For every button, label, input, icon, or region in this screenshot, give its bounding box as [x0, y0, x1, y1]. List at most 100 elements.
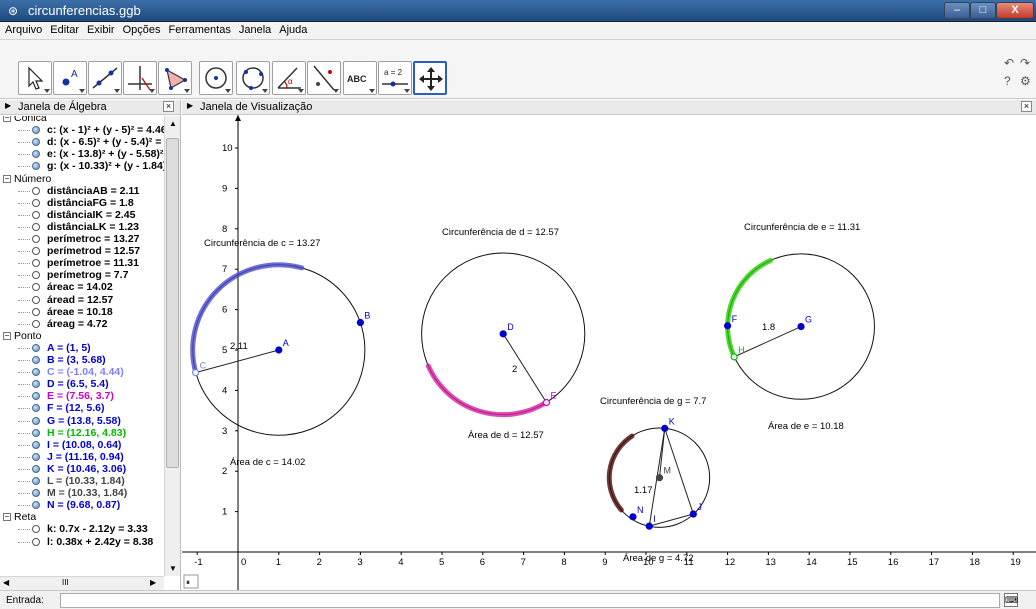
visibility-on-icon[interactable] — [32, 404, 40, 413]
line-tool[interactable] — [88, 61, 122, 95]
algebra-item[interactable]: N = (9.68, 0.87) — [0, 499, 164, 511]
algebra-item[interactable]: J = (11.16, 0.94) — [0, 451, 164, 463]
menu-arquivo[interactable]: Arquivo — [5, 24, 43, 36]
visibility-on-icon[interactable] — [32, 477, 40, 485]
algebra-item[interactable]: D = (6.5, 5.4) — [0, 378, 164, 390]
visibility-on-icon[interactable] — [32, 440, 40, 449]
visibility-on-icon[interactable] — [32, 380, 40, 389]
algebra-item[interactable]: A = (1, 5) — [0, 342, 164, 354]
visibility-on-icon[interactable] — [32, 464, 40, 473]
graphics-panel-toggle-icon[interactable]: ▶ — [187, 101, 194, 110]
visibility-off-icon[interactable] — [32, 235, 40, 243]
algebra-item[interactable]: G = (13.8, 5.58) — [0, 415, 164, 427]
algebra-item[interactable]: perímetrog = 7.7 — [0, 269, 164, 281]
algebra-item[interactable]: C = (-1.04, 4.44) — [0, 366, 164, 378]
close-button[interactable]: X — [996, 2, 1034, 19]
visibility-on-icon[interactable] — [32, 368, 40, 377]
algebra-item[interactable]: F = (12, 5.6) — [0, 402, 164, 414]
undo-icon[interactable]: ↶ — [1004, 56, 1015, 70]
visibility-on-icon[interactable] — [32, 501, 40, 510]
visibility-on-icon[interactable] — [32, 126, 40, 135]
move-tool[interactable] — [18, 61, 52, 95]
visibility-on-icon[interactable] — [32, 356, 40, 364]
visibility-off-icon[interactable] — [32, 283, 40, 292]
visibility-off-icon[interactable] — [32, 247, 40, 256]
algebra-item[interactable]: perímetroc = 13.27 — [0, 233, 164, 245]
menu-ajuda[interactable]: Ajuda — [279, 24, 308, 36]
visibility-on-icon[interactable] — [32, 138, 40, 147]
graphics-canvas[interactable]: -1 1 2 3 4 5 6 7 8 9 10 11 12 13 14 15 16 17 18 19012345678… — [182, 115, 1036, 590]
minimize-button[interactable]: – — [944, 2, 970, 19]
collapse-icon[interactable]: − — [3, 512, 11, 522]
algebra-item[interactable]: k: 0.7x - 2.12y = 3.33 — [0, 523, 164, 535]
collapse-icon[interactable]: − — [3, 173, 11, 183]
slider-tool[interactable]: a = 2 — [378, 61, 412, 95]
move-graphics-tool[interactable] — [413, 61, 447, 95]
redo-icon[interactable]: ↷ — [1020, 56, 1031, 70]
visibility-off-icon[interactable] — [32, 295, 40, 304]
circle-center-point-tool[interactable] — [199, 61, 233, 95]
visibility-on-icon[interactable] — [32, 150, 40, 159]
keyboard-icon[interactable]: ⌨ — [1004, 593, 1018, 607]
scroll-left-icon[interactable]: ◀ — [3, 578, 10, 587]
scroll-down-icon[interactable]: ▼ — [169, 564, 177, 573]
menu-ferramentas[interactable]: Ferramentas — [168, 24, 231, 36]
point-tool[interactable]: A — [53, 61, 87, 95]
visibility-on-icon[interactable] — [32, 162, 40, 171]
graphics-close-icon[interactable]: × — [1021, 101, 1032, 112]
algebra-item[interactable]: e: (x - 13.8)² + (y - 5.58)² — [0, 148, 164, 160]
visibility-off-icon[interactable] — [32, 259, 40, 268]
visibility-off-icon[interactable] — [32, 307, 40, 316]
algebra-item[interactable]: H = (12.16, 4.83) — [0, 427, 164, 439]
visibility-off-icon[interactable] — [32, 537, 40, 546]
algebra-item[interactable]: d: (x - 6.5)² + (y - 5.4)² = 4 — [0, 136, 164, 148]
algebra-item[interactable]: áread = 12.57 — [0, 294, 164, 306]
circle-three-points-tool[interactable] — [236, 61, 270, 95]
gear-icon[interactable]: ⚙ — [1020, 74, 1031, 88]
algebra-vertical-scrollbar[interactable]: ▲ ▼ — [164, 116, 180, 576]
visibility-off-icon[interactable] — [32, 186, 40, 195]
input-field[interactable] — [60, 593, 1000, 608]
algebra-item[interactable]: L = (10.33, 1.84) — [0, 475, 164, 487]
angle-tool[interactable]: α — [272, 61, 306, 95]
visibility-off-icon[interactable] — [32, 198, 40, 207]
algebra-item[interactable]: áreag = 4.72 — [0, 318, 164, 330]
algebra-item[interactable]: B = (3, 5.68) — [0, 354, 164, 366]
scroll-right-icon[interactable]: ▶ — [150, 578, 157, 587]
reflect-tool[interactable] — [307, 61, 341, 95]
menu-editar[interactable]: Editar — [50, 24, 80, 36]
algebra-item[interactable]: E = (7.56, 3.7) — [0, 390, 164, 402]
polygon-tool[interactable] — [158, 61, 192, 95]
visibility-on-icon[interactable] — [32, 428, 40, 437]
algebra-item[interactable]: distânciaIK = 2.45 — [0, 209, 164, 221]
visibility-off-icon[interactable] — [32, 271, 40, 280]
visibility-off-icon[interactable] — [32, 525, 40, 534]
menu-janela[interactable]: Janela — [238, 24, 272, 36]
visibility-off-icon[interactable] — [32, 210, 40, 219]
visibility-off-icon[interactable] — [32, 222, 40, 231]
visibility-on-icon[interactable] — [32, 343, 40, 352]
algebra-item[interactable]: perímetrod = 12.57 — [0, 245, 164, 257]
algebra-item[interactable]: perímetroe = 11.31 — [0, 257, 164, 269]
help-icon[interactable]: ? — [1004, 74, 1011, 88]
algebra-item[interactable]: áreac = 14.02 — [0, 281, 164, 293]
visibility-on-icon[interactable] — [32, 416, 40, 425]
algebra-item[interactable]: c: (x - 1)² + (y - 5)² = 4.46 — [0, 124, 164, 136]
algebra-item[interactable]: g: (x - 10.33)² + (y - 1.84) — [0, 160, 164, 172]
algebra-item[interactable]: distânciaFG = 1.8 — [0, 197, 164, 209]
algebra-horizontal-scrollbar[interactable]: ◀ III ▶ — [0, 576, 164, 590]
visibility-on-icon[interactable] — [32, 489, 40, 498]
scroll-thumb[interactable] — [166, 138, 179, 468]
algebra-item[interactable]: l: 0.38x + 2.42y = 8.38 — [0, 536, 164, 548]
perpendicular-tool[interactable] — [123, 61, 157, 95]
algebra-item[interactable]: I = (10.08, 0.64) — [0, 439, 164, 451]
collapse-icon[interactable]: − — [3, 330, 11, 340]
panel-toggle-icon[interactable]: ▶ — [5, 101, 12, 110]
menu-opcoes[interactable]: Opções — [122, 24, 161, 36]
scroll-up-icon[interactable]: ▲ — [169, 119, 177, 128]
menu-exibir[interactable]: Exibir — [87, 24, 115, 36]
algebra-item[interactable]: M = (10.33, 1.84) — [0, 487, 164, 499]
style-bar-toggle[interactable] — [183, 574, 199, 589]
algebra-item[interactable]: áreae = 10.18 — [0, 306, 164, 318]
algebra-close-icon[interactable]: × — [163, 101, 174, 112]
